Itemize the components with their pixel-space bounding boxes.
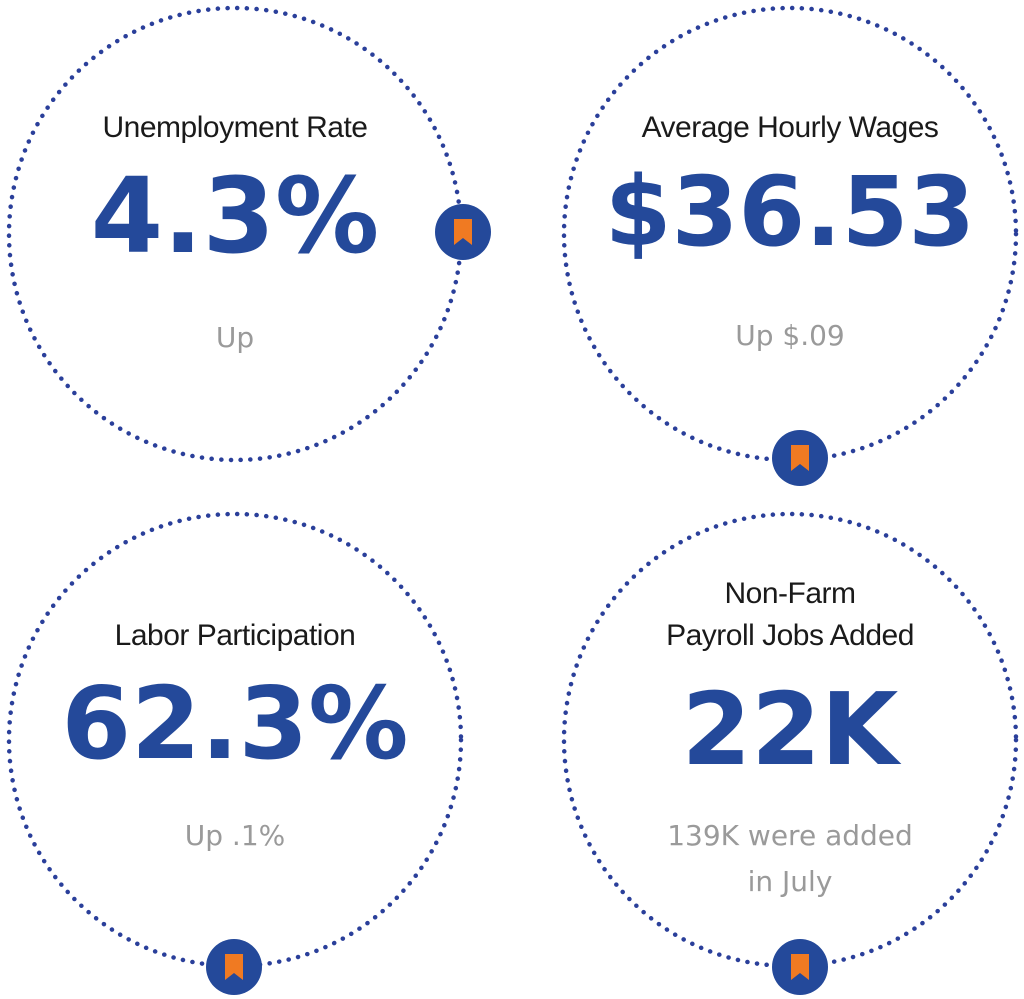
dotted-ring	[6, 511, 464, 969]
unemployment-value: 4.3%	[90, 155, 380, 277]
ribbon-badge-icon	[772, 939, 828, 995]
participation-change: Up .1%	[184, 819, 286, 852]
participation-label: Labor Participation	[114, 619, 356, 652]
payroll-label-line2: Payroll Jobs Added	[666, 619, 914, 652]
payroll-label-line1: Non-Farm	[724, 577, 856, 610]
wages-label: Average Hourly Wages	[641, 111, 939, 144]
dotted-ring	[561, 511, 1019, 969]
ribbon-badge-icon	[435, 204, 491, 260]
ribbon-badge-icon	[772, 430, 828, 486]
wages-card: Average Hourly Wages $36.53 Up $.09	[560, 4, 1020, 464]
participation-card: Labor Participation 62.3% Up .1%	[5, 510, 465, 970]
payroll-change-line1: 139K were added	[667, 819, 913, 852]
unemployment-change: Up	[215, 321, 255, 354]
payroll-card: Non-Farm Payroll Jobs Added 22K 139K wer…	[560, 510, 1020, 970]
wages-change: Up $.09	[735, 319, 845, 352]
payroll-change-line2: in July	[747, 865, 833, 898]
participation-value: 62.3%	[61, 665, 409, 782]
unemployment-card: Unemployment Rate 4.3% Up	[5, 4, 465, 464]
dotted-ring	[561, 5, 1019, 463]
payroll-value: 22K	[681, 671, 899, 788]
wages-value: $36.53	[604, 156, 976, 268]
ribbon-badge-icon	[206, 939, 262, 995]
unemployment-label: Unemployment Rate	[102, 111, 368, 144]
